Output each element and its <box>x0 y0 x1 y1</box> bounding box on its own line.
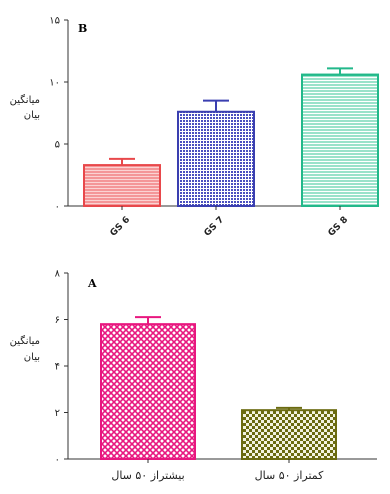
x-tick-label: بیشتراز ۵۰ سال <box>111 469 184 482</box>
x-tick-label: GS 7 <box>203 215 227 239</box>
panel-label: A <box>87 277 97 290</box>
x-tick-label: GS 8 <box>327 215 351 239</box>
y-tick-label: ۲ <box>55 408 60 419</box>
y-tick-label: ۱۵ <box>49 16 60 27</box>
bar <box>241 409 337 460</box>
bar <box>100 323 196 460</box>
y-tick-label: ۶ <box>55 315 60 326</box>
y-axis-label-line2: بیان <box>24 110 40 121</box>
y-axis-label-line1: میانگین <box>10 94 40 106</box>
panel-label: B <box>78 22 87 35</box>
y-tick-label: ۱۰ <box>49 78 60 89</box>
bar <box>301 73 379 207</box>
chart-panel-a: A میانگین بیان ۰ ۲ ۴ ۶ ۸ بیشتراز ۵۰ سال کمترا… <box>10 269 377 482</box>
y-tick-label: ۸ <box>55 269 61 280</box>
y-tick-label: ۰ <box>55 455 60 466</box>
y-axis-label-line1: میانگین <box>10 335 40 347</box>
x-tick-label: GS 6 <box>109 215 133 239</box>
bar <box>177 110 255 207</box>
bar <box>83 164 161 207</box>
y-tick-label: ۵ <box>55 140 60 151</box>
y-tick-label: ۰ <box>55 202 60 213</box>
y-tick-label: ۴ <box>55 362 60 373</box>
chart-panel-b: B میانگین بیان ۰ ۵ ۱۰ ۱۵ GS 6 GS 7 GS 8 <box>10 16 379 239</box>
y-axis-label-line2: بیان <box>24 352 40 363</box>
x-tick-label: کمتراز ۵۰ سال <box>255 469 325 482</box>
